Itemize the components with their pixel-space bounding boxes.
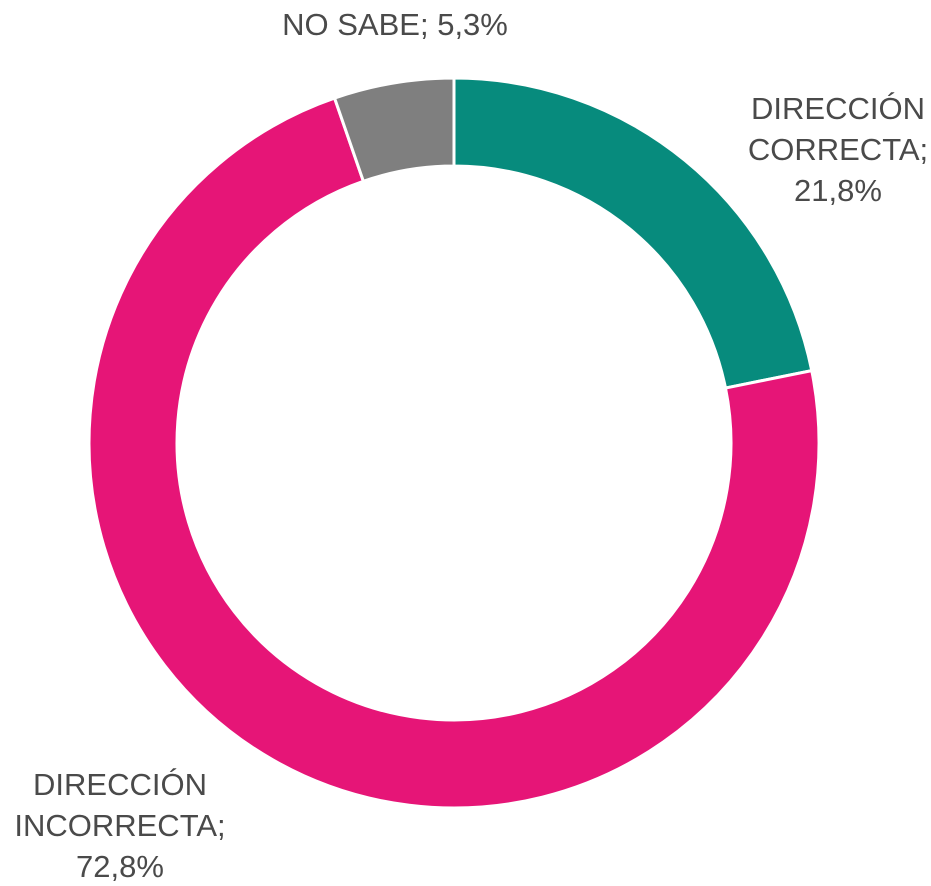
separator: ;: [419, 7, 429, 42]
separator: ;: [919, 132, 929, 167]
value-label: 5,3%: [437, 7, 508, 42]
value-label: 21,8%: [794, 173, 882, 208]
category-name: DIRECCIÓN INCORRECTA: [14, 767, 218, 843]
separator: ;: [217, 808, 226, 843]
slice-label: NO SABE; 5,3%: [275, 4, 515, 45]
slice-label: DIRECCIÓN CORRECTA; 21,8%: [718, 88, 931, 211]
donut-slice: [87, 96, 821, 810]
slice-label: DIRECCIÓN INCORRECTA; 72,8%: [0, 764, 240, 886]
category-name: DIRECCIÓN CORRECTA: [747, 91, 925, 167]
category-name: NO SABE: [282, 7, 420, 42]
value-label: 72,8%: [76, 849, 164, 884]
donut-slice: [332, 76, 456, 184]
